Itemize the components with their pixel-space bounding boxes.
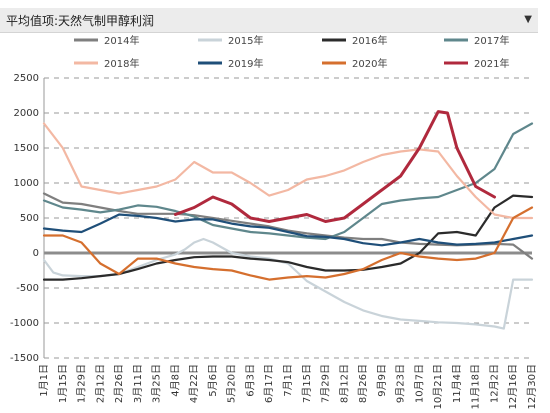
y-tick-label: -500 [16, 283, 39, 294]
x-tick-label: 12月30日 [526, 364, 538, 409]
x-tick-label: 10月7日 [413, 364, 425, 403]
y-tick-label: 2000 [14, 108, 39, 119]
legend-label: 2014年 [104, 34, 139, 47]
x-tick-label: 2月26日 [113, 364, 125, 403]
chart-header: 平均值项:天然气制甲醇利润 ▼ [0, 8, 538, 33]
y-tick-label: 1500 [14, 143, 39, 154]
x-tick-label: 6月17日 [263, 364, 275, 403]
legend-label: 2018年 [104, 57, 139, 70]
x-tick-label: 4月8日 [169, 364, 181, 397]
series-line [42, 192, 534, 260]
x-tick-label: 1月29日 [76, 364, 88, 403]
y-tick-label: 2500 [14, 73, 39, 84]
x-tick-label: 6月3日 [244, 364, 256, 397]
x-tick-label: 7月15日 [301, 364, 313, 403]
triangle-down-icon[interactable]: ▼ [524, 14, 532, 25]
x-tick-label: 12月2日 [488, 364, 500, 403]
x-tick-label: 9月9日 [376, 364, 388, 397]
legend-label: 2020年 [352, 57, 387, 70]
x-tick-label: 8月12日 [338, 364, 350, 403]
series-line [42, 194, 534, 281]
x-tick-label: 12月16日 [507, 364, 519, 409]
x-tick-label: 2月12日 [94, 364, 106, 403]
x-tick-label: 3月25日 [151, 364, 163, 403]
legend-label: 2015年 [228, 34, 263, 47]
field-title: 平均值项:天然气制甲醇利润 [6, 14, 155, 28]
x-tick-label: 7月1日 [282, 364, 294, 397]
x-tick-label: 3月11日 [132, 364, 144, 403]
legend-label: 2016年 [352, 34, 387, 47]
x-tick-label: 10月21日 [432, 364, 444, 409]
x-tick-label: 1月1日 [38, 364, 50, 397]
series-line [42, 122, 534, 241]
series-line [173, 110, 496, 223]
legend-label: 2017年 [474, 34, 509, 47]
x-tick-label: 11月18日 [470, 364, 482, 409]
legend-label: 2021年 [474, 57, 509, 70]
series-line [42, 213, 534, 247]
y-tick-label: -1000 [10, 318, 39, 329]
series-line [42, 122, 534, 220]
x-tick-label: 7月29日 [320, 364, 332, 403]
series-line [42, 206, 534, 281]
x-tick-label: 9月23日 [395, 364, 407, 403]
legend-label: 2019年 [228, 57, 263, 70]
x-tick-label: 4月22日 [188, 364, 200, 403]
x-tick-label: 1月15日 [57, 364, 69, 403]
y-tick-label: 0 [33, 248, 39, 259]
y-tick-label: 500 [20, 213, 39, 224]
y-tick-label: -1500 [10, 353, 39, 364]
x-tick-label: 5月20日 [226, 364, 238, 403]
x-tick-label: 11月4日 [451, 364, 463, 403]
y-tick-label: 1000 [14, 178, 39, 189]
x-tick-label: 8月26日 [357, 364, 369, 403]
x-tick-label: 5月6日 [207, 364, 219, 397]
